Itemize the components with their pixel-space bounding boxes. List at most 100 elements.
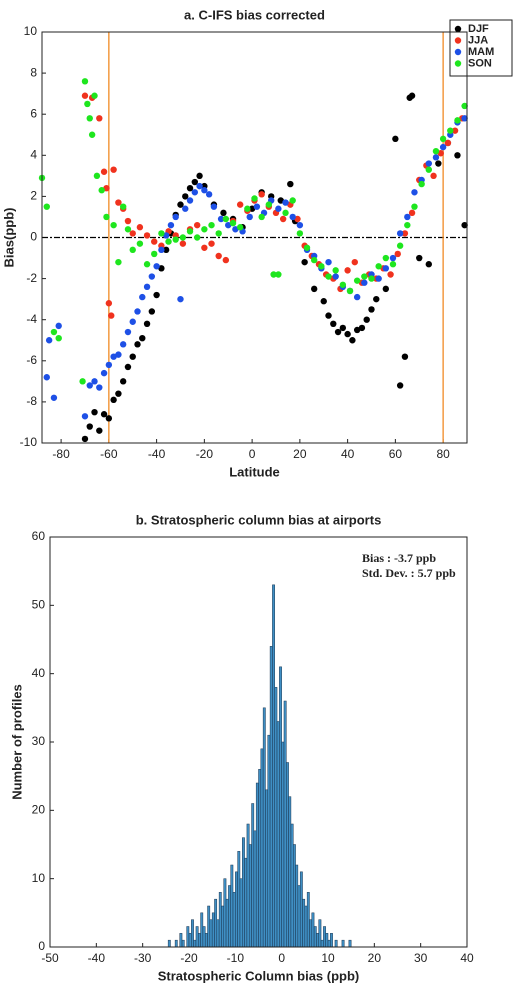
- x-tick-label: 80: [436, 447, 450, 461]
- bar: [320, 939, 324, 948]
- x-tick-label: 40: [460, 951, 474, 965]
- x-tick-label: 30: [414, 951, 428, 965]
- bar: [274, 687, 278, 948]
- point: [373, 295, 380, 303]
- bar: [297, 885, 301, 948]
- point: [143, 232, 151, 239]
- point: [136, 240, 144, 247]
- bar: [279, 666, 282, 948]
- point: [182, 205, 189, 212]
- x-tick-label: 0: [278, 951, 285, 965]
- point: [119, 341, 127, 348]
- point: [186, 228, 194, 235]
- x-tick-label: -50: [41, 951, 59, 965]
- point: [220, 209, 227, 217]
- point: [387, 271, 394, 278]
- point: [344, 330, 351, 338]
- point: [96, 115, 103, 122]
- point: [418, 180, 425, 188]
- point: [79, 378, 86, 385]
- point: [115, 390, 122, 397]
- panel: b. Stratospheric column bias at airports…: [9, 512, 474, 983]
- x-axis-label: Latitude: [229, 464, 280, 479]
- bar: [204, 933, 208, 948]
- legend-label: MAM: [468, 46, 494, 58]
- point: [246, 213, 253, 221]
- point: [193, 221, 201, 229]
- x-tick-label: 60: [389, 447, 403, 461]
- bar: [179, 933, 183, 948]
- point: [108, 312, 115, 319]
- legend-marker: [454, 60, 462, 67]
- point: [310, 285, 318, 293]
- point: [119, 203, 127, 210]
- point: [134, 341, 141, 348]
- bar: [209, 919, 213, 948]
- point: [100, 369, 108, 377]
- point: [430, 172, 437, 180]
- point: [301, 258, 308, 266]
- point: [358, 324, 366, 332]
- bar: [311, 912, 315, 948]
- legend-label: DJF: [468, 23, 489, 35]
- bar: [242, 837, 245, 948]
- point: [394, 250, 401, 258]
- point: [182, 193, 189, 200]
- bar: [174, 939, 178, 948]
- point: [289, 197, 296, 204]
- point: [310, 256, 318, 264]
- point: [191, 178, 199, 186]
- point: [432, 154, 440, 161]
- bar: [334, 939, 338, 948]
- point: [196, 182, 203, 190]
- bar: [286, 762, 289, 948]
- point: [100, 168, 108, 175]
- bar: [281, 741, 285, 948]
- point: [105, 300, 113, 307]
- point: [134, 308, 141, 315]
- x-tick-label: 20: [368, 951, 382, 965]
- point: [401, 353, 409, 360]
- point: [389, 261, 397, 268]
- point: [325, 258, 332, 266]
- point: [404, 213, 411, 221]
- bar: [316, 933, 319, 948]
- bar: [304, 905, 308, 948]
- y-tick-label: 4: [30, 147, 37, 161]
- point: [210, 203, 218, 210]
- legend-marker: [454, 37, 462, 44]
- bar: [309, 919, 313, 948]
- point: [215, 252, 222, 260]
- point: [289, 213, 296, 221]
- plot-frame: [41, 31, 468, 444]
- point: [50, 328, 58, 336]
- point: [86, 115, 93, 122]
- point: [375, 275, 382, 282]
- point: [45, 337, 53, 344]
- point: [408, 92, 416, 99]
- point: [193, 234, 201, 241]
- point: [105, 415, 113, 422]
- point: [172, 213, 179, 221]
- point: [91, 408, 98, 416]
- point: [437, 150, 444, 157]
- point: [222, 215, 230, 223]
- bar: [323, 926, 326, 948]
- y-axis-label: Bias(ppb): [1, 208, 16, 268]
- point: [461, 115, 468, 122]
- bar: [283, 700, 287, 948]
- point: [81, 78, 89, 85]
- bar: [341, 939, 345, 948]
- y-tick-label: 0: [30, 230, 37, 244]
- point: [119, 378, 127, 385]
- y-tick-label: 50: [32, 598, 46, 612]
- bar: [228, 885, 231, 948]
- point: [368, 275, 375, 282]
- annotation: Bias : -3.7 ppb: [362, 551, 436, 565]
- point: [115, 351, 122, 358]
- point: [153, 291, 160, 299]
- y-tick-label: -4: [26, 312, 37, 326]
- chart-title: b. Stratospheric column bias at airports: [136, 512, 382, 527]
- bar: [262, 707, 266, 948]
